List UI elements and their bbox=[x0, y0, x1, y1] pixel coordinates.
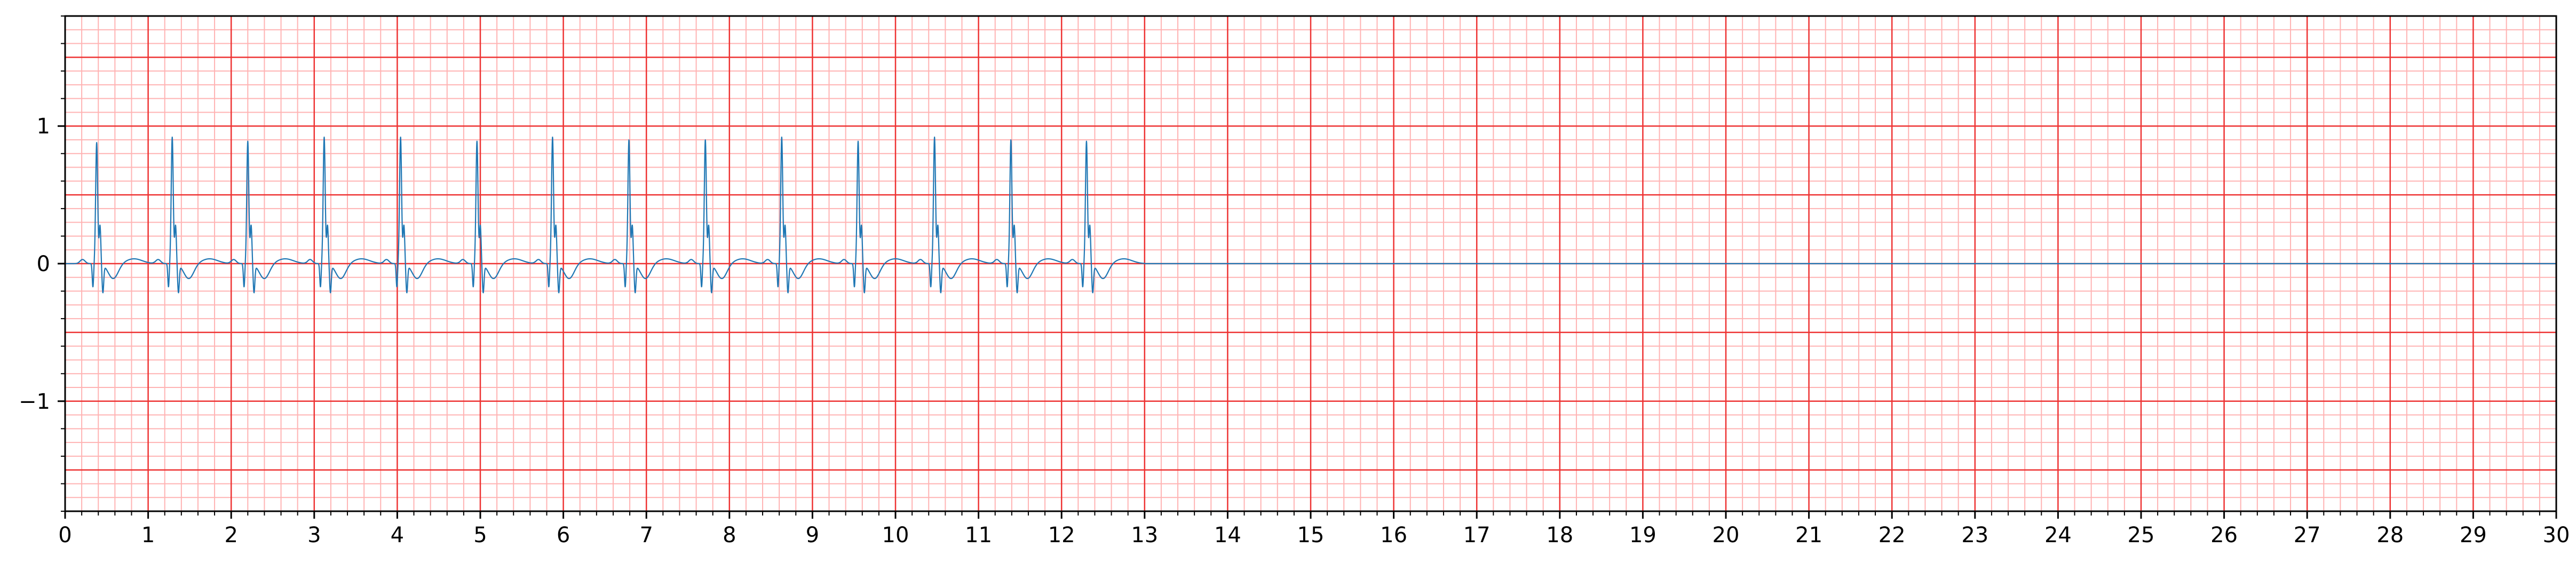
x-tick-label: 7 bbox=[639, 523, 653, 548]
x-tick-label: 9 bbox=[806, 523, 819, 548]
x-tick-label: 22 bbox=[1879, 523, 1906, 548]
x-tick-label: 14 bbox=[1214, 523, 1241, 548]
x-tick-label: 8 bbox=[723, 523, 736, 548]
x-tick-label: 15 bbox=[1297, 523, 1325, 548]
tick-marks bbox=[58, 15, 2557, 519]
x-tick-label: 10 bbox=[882, 523, 909, 548]
x-tick-label: 4 bbox=[391, 523, 404, 548]
x-tick-label: 20 bbox=[1713, 523, 1740, 548]
x-tick-label: 19 bbox=[1629, 523, 1656, 548]
x-tick-label: 21 bbox=[1795, 523, 1822, 548]
x-tick-label: 24 bbox=[2044, 523, 2072, 548]
x-tick-label: 23 bbox=[1961, 523, 1988, 548]
x-tick-label: 30 bbox=[2543, 523, 2570, 548]
x-tick-label: 11 bbox=[965, 523, 992, 548]
x-tick-label: 6 bbox=[557, 523, 570, 548]
x-tick-label: 12 bbox=[1048, 523, 1075, 548]
x-tick-label: 1 bbox=[141, 523, 155, 548]
x-tick-label: 17 bbox=[1463, 523, 1491, 548]
x-tick-label: 2 bbox=[224, 523, 237, 548]
x-tick-label: 3 bbox=[307, 523, 321, 548]
x-tick-label: 29 bbox=[2460, 523, 2487, 548]
x-tick-label: 18 bbox=[1546, 523, 1573, 548]
ecg-signal-line bbox=[65, 136, 1145, 294]
x-tick-label: 0 bbox=[58, 523, 72, 548]
x-tick-label: 27 bbox=[2294, 523, 2321, 548]
x-tick-label: 5 bbox=[473, 523, 487, 548]
x-tick-label: 28 bbox=[2376, 523, 2404, 548]
y-tick-labels: −1 0 1 bbox=[19, 114, 50, 414]
y-tick-label: 0 bbox=[37, 252, 50, 276]
ecg-series bbox=[65, 136, 2556, 294]
y-tick-label: −1 bbox=[19, 390, 50, 414]
y-tick-label: 1 bbox=[37, 114, 50, 139]
x-tick-label: 26 bbox=[2210, 523, 2238, 548]
x-tick-label: 25 bbox=[2128, 523, 2155, 548]
x-tick-labels: 0 1 2 3 4 5 6 7 8 9 10 11 12 13 14 15 16 17 18 19 20 21 22 23 24… bbox=[58, 523, 2570, 548]
x-tick-label: 13 bbox=[1131, 523, 1158, 548]
x-tick-label: 16 bbox=[1380, 523, 1407, 548]
